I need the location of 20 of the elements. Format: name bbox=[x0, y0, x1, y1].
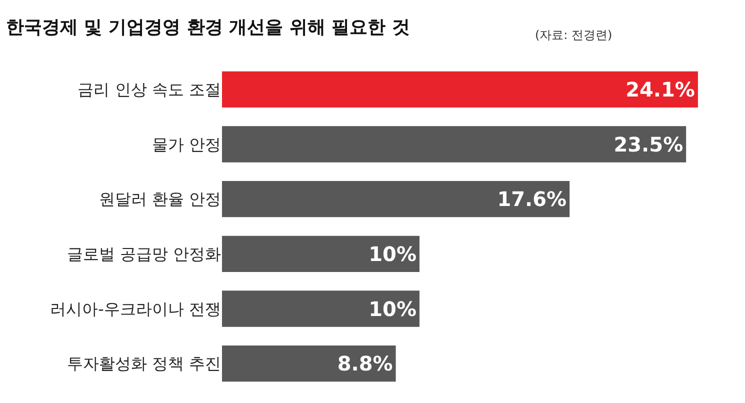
data-label: 10% bbox=[368, 296, 416, 321]
y-tick-label: 금리 인상 속도 조절 bbox=[78, 80, 221, 100]
y-tick-label: 투자활성화 정책 추진 bbox=[66, 354, 221, 374]
bar bbox=[222, 290, 420, 327]
bar bbox=[222, 126, 686, 162]
data-label: 23.5% bbox=[614, 132, 684, 156]
y-tick-label: 러시아-우크라이나 전쟁 bbox=[50, 299, 221, 318]
bar bbox=[222, 236, 420, 272]
y-tick-label: 물가 안정 bbox=[152, 134, 221, 154]
y-tick-label: 원달러 환율 안정 bbox=[98, 190, 221, 209]
data-label: 10% bbox=[368, 242, 416, 266]
data-label: 8.8% bbox=[337, 352, 393, 376]
chart-title: 한국경제 및 기업경영 환경 개선을 위해 필요한 것 bbox=[6, 16, 410, 38]
bar bbox=[222, 180, 570, 218]
data-label: 24.1% bbox=[626, 77, 695, 102]
bar bbox=[222, 345, 396, 382]
text: (자료: 전경련) bbox=[535, 28, 612, 42]
data-label: 17.6% bbox=[497, 187, 567, 212]
y-tick-label: 글로벌 공급망 안정화 bbox=[66, 244, 221, 264]
bar bbox=[222, 71, 698, 108]
